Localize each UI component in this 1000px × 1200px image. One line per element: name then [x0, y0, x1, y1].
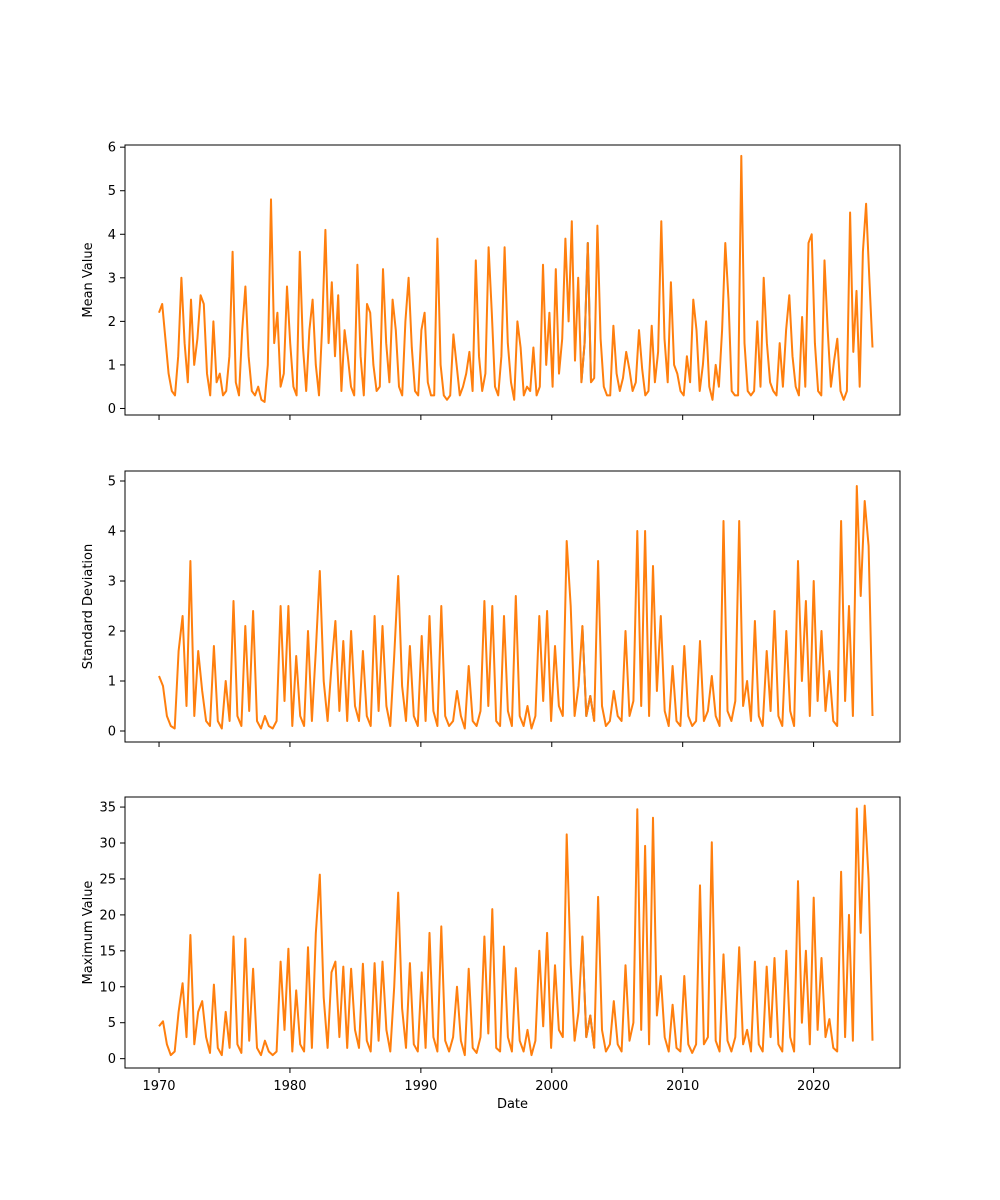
y-tick-label: 6	[108, 141, 116, 156]
x-tick-label: 2020	[797, 1079, 830, 1094]
y-tick-label: 5	[108, 184, 116, 199]
axes-frame	[124, 144, 901, 416]
y-tick-label: 25	[99, 872, 116, 887]
y-tick-label: 3	[108, 271, 116, 286]
y-tick-label: 5	[108, 475, 116, 490]
series-line	[158, 154, 874, 403]
x-tick-label: 2000	[535, 1079, 568, 1094]
series-line	[158, 485, 874, 730]
y-tick-label: 1	[108, 675, 116, 690]
y-tick-label: 1	[108, 358, 116, 373]
chart-panel-3: 0 5 10 15 20 25 30 35 1970 1980 1990 2000 2010 2020 Ma…	[81, 796, 901, 1112]
y-tick-label: 0	[108, 725, 116, 740]
y-tick-label: 20	[99, 908, 116, 923]
axes-frame	[124, 470, 901, 743]
y-axis-label: Mean Value	[81, 242, 96, 317]
chart-panel-1: 0 1 2 3 4 5 6 Mean Value	[81, 141, 901, 420]
y-axis-label: Maximum Value	[81, 881, 96, 985]
x-tick-label: 1990	[404, 1079, 437, 1094]
chart-panel-2: 0 1 2 3 4 5 Standard Deviation	[81, 470, 901, 747]
y-tick-label: 0	[108, 402, 116, 417]
y-tick-label: 4	[108, 525, 116, 540]
x-tick-label: 2010	[666, 1079, 699, 1094]
x-axis-label: Date	[497, 1097, 528, 1112]
y-tick-label: 2	[108, 315, 116, 330]
y-tick-label: 3	[108, 575, 116, 590]
y-tick-label: 35	[99, 801, 116, 816]
y-tick-label: 2	[108, 625, 116, 640]
y-tick-label: 15	[99, 944, 116, 959]
y-tick-label: 5	[108, 1016, 116, 1031]
y-tick-label: 10	[99, 980, 116, 995]
axes-frame	[124, 796, 901, 1069]
panels: 0 1 2 3 4 5 6 Mean Value 0 1 2 3 4 5 Standard Deviatio…	[81, 141, 901, 1112]
x-tick-label: 1980	[273, 1079, 306, 1094]
y-tick-label: 30	[99, 837, 116, 852]
x-tick-label: 1970	[142, 1079, 175, 1094]
y-axis-label: Standard Deviation	[81, 544, 96, 669]
y-tick-label: 0	[108, 1052, 116, 1067]
y-tick-label: 4	[108, 228, 116, 243]
series-line	[158, 804, 874, 1057]
